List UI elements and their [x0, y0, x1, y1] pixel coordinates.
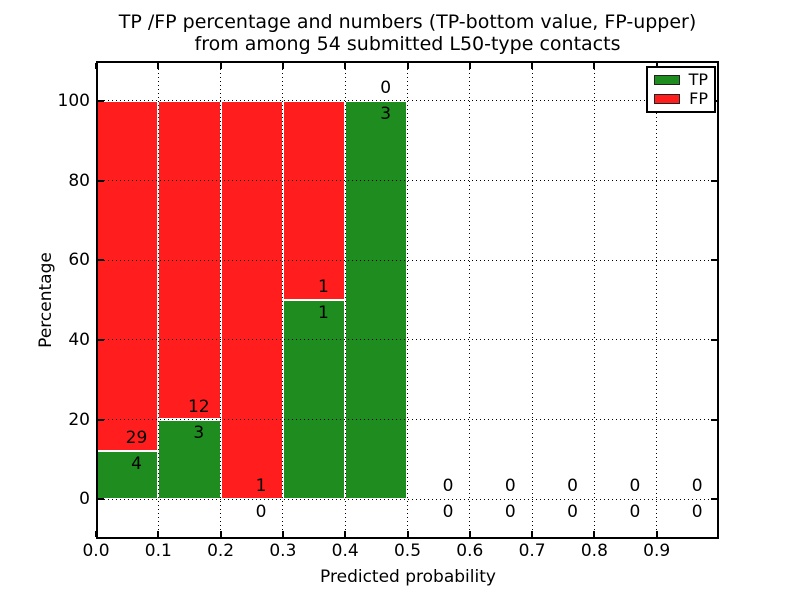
y-axis-tick-right	[711, 338, 717, 341]
y-axis-tick-right	[711, 498, 717, 501]
x-axis-tick-top	[157, 63, 160, 69]
y-axis-tick-right	[711, 418, 717, 421]
tp-count-label: 3	[380, 103, 392, 124]
x-axis-tick-top	[468, 63, 471, 69]
x-axis-tick-top	[406, 63, 409, 69]
bar-fp-segment	[220, 100, 283, 500]
chart-title: TP /FP percentage and numbers (TP-bottom…	[96, 11, 719, 55]
bar-tp-segment	[96, 450, 159, 500]
fp-count-label: 0	[567, 476, 579, 497]
x-axis-tick-top	[344, 63, 347, 69]
y-tick-label: 80	[68, 170, 90, 191]
chart-title-line1: TP /FP percentage and numbers (TP-bottom…	[118, 11, 697, 33]
fp-count-label: 0	[504, 476, 516, 497]
v-gridline	[157, 61, 159, 539]
fp-count-label: 12	[187, 396, 210, 417]
fp-count-label: 1	[317, 277, 329, 297]
x-axis-tick	[531, 531, 534, 537]
fp-count-label: 0	[442, 476, 454, 497]
y-tick-label: 0	[79, 489, 90, 510]
x-tick-label: 0.1	[144, 541, 172, 561]
x-axis-label: Predicted probability	[320, 567, 496, 587]
x-axis-tick-top	[219, 63, 222, 69]
tp-count-label: 0	[691, 502, 703, 523]
x-tick-label: 0.0	[82, 541, 110, 561]
x-axis-tick	[95, 531, 97, 537]
x-axis-tick-top	[593, 63, 596, 69]
tp-swatch-icon	[654, 75, 680, 85]
fp-count-label: 0	[691, 476, 703, 497]
x-axis-tick	[593, 531, 596, 537]
tp-count-label: 0	[442, 502, 454, 523]
bar-tp-segment	[282, 300, 346, 500]
fp-count-label: 29	[125, 427, 148, 448]
v-gridline	[469, 61, 471, 539]
v-gridline	[282, 61, 284, 539]
tp-count-label: 4	[131, 453, 142, 474]
fp-swatch-icon	[654, 94, 681, 104]
v-gridline	[407, 61, 408, 539]
tp-count-label: 1	[317, 303, 329, 323]
legend-item-fp: FP	[654, 91, 708, 107]
fp-count-label: 1	[255, 476, 267, 497]
x-axis-tick-top	[281, 63, 284, 69]
y-axis-tick	[98, 498, 104, 501]
x-axis-tick	[219, 531, 222, 537]
x-tick-label: 0.2	[207, 541, 235, 561]
y-tick-label: 60	[68, 250, 90, 271]
x-tick-label: 0.8	[580, 541, 608, 561]
v-gridline	[531, 61, 533, 539]
fp-count-label: 0	[380, 77, 392, 98]
y-axis-tick	[98, 418, 104, 421]
y-tick-label: 20	[68, 409, 90, 430]
legend: TP FP	[646, 66, 716, 113]
v-gridline	[344, 61, 346, 539]
v-gridline	[593, 61, 595, 539]
v-gridline	[220, 61, 222, 539]
bar-tp-segment	[345, 100, 408, 500]
y-tick-label: 40	[68, 329, 90, 350]
legend-label-fp: FP	[689, 89, 708, 108]
tp-count-label: 0	[255, 502, 267, 523]
legend-label-tp: TP	[688, 70, 708, 89]
fp-count-label: 0	[629, 476, 641, 497]
x-tick-label: 0.9	[643, 541, 671, 561]
y-axis-tick-right	[711, 179, 717, 182]
tp-count-label: 0	[567, 502, 579, 523]
x-axis-tick-top	[531, 63, 534, 69]
bar-fp-segment	[282, 100, 346, 300]
x-tick-label: 0.7	[518, 541, 546, 561]
bar-fp-segment	[96, 100, 159, 451]
x-tick-label: 0.6	[456, 541, 484, 561]
x-tick-label: 0.5	[393, 541, 422, 561]
y-axis-tick	[98, 259, 104, 262]
legend-item-tp: TP	[654, 72, 708, 88]
bar-tp-segment	[158, 419, 221, 500]
x-tick-label: 0.4	[331, 541, 359, 561]
x-tick-label: 0.3	[269, 541, 297, 561]
x-axis-tick-top	[95, 63, 97, 69]
y-axis-tick-right	[711, 259, 717, 262]
x-axis-tick	[655, 531, 658, 537]
y-axis-tick	[98, 179, 104, 182]
x-axis-tick	[406, 531, 409, 537]
v-gridline	[656, 61, 658, 539]
y-tick-label: 100	[57, 90, 90, 111]
x-axis-tick	[468, 531, 471, 537]
tp-count-label: 0	[629, 502, 641, 523]
chart-title-line2: from among 54 submitted L50-type contact…	[194, 33, 621, 55]
y-axis-tick	[98, 99, 104, 102]
tp-count-label: 3	[193, 422, 205, 443]
x-axis-tick	[281, 531, 284, 537]
y-axis-tick	[98, 338, 104, 341]
x-axis-tick	[344, 531, 347, 537]
x-axis-tick	[157, 531, 160, 537]
tp-count-label: 0	[504, 502, 516, 523]
